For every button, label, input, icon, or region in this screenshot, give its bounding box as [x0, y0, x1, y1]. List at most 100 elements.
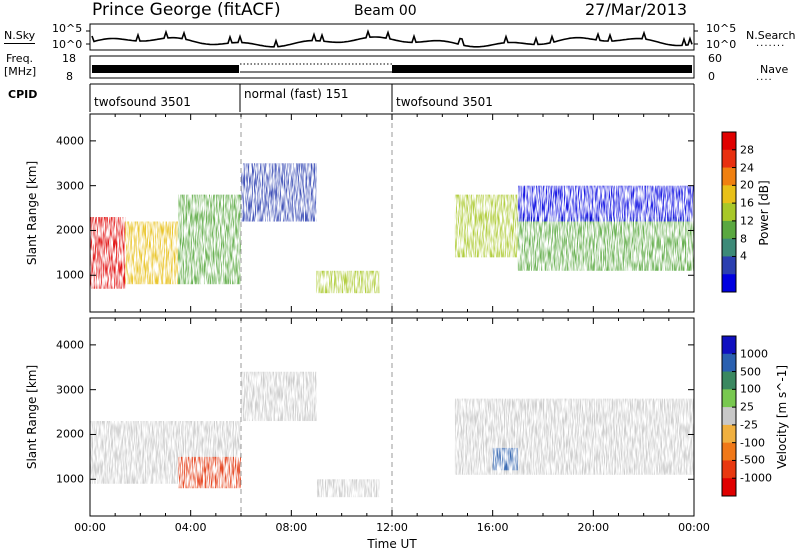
xtick-label: 04:00: [174, 521, 207, 534]
data-region: [316, 479, 380, 498]
nsearch-label: N.Search: [746, 29, 796, 42]
data-region: [241, 163, 317, 222]
nave-tick-high: 60: [708, 52, 722, 65]
colorbar-swatch: [722, 353, 736, 373]
xaxis-label: Time UT: [367, 537, 417, 551]
data-region: [178, 456, 241, 489]
velocity-data: [90, 371, 694, 498]
freq-panel: [89, 55, 695, 79]
colorbar-swatch: [722, 185, 736, 204]
power-ytick-label: 1000: [56, 268, 84, 282]
colorbar-swatch: [722, 167, 736, 186]
power-colorbar-tick-label: 8: [740, 232, 747, 246]
freq-tick-high: 18: [62, 52, 76, 65]
velocity-colorbar-tick-label: -100: [740, 436, 765, 450]
power-data: [90, 163, 694, 294]
power-ytick-label: 4000: [56, 134, 84, 148]
velocity-colorbar-tick-label: 500: [740, 365, 761, 379]
nsky-tick-high: 10^5: [52, 22, 83, 35]
colorbar-swatch: [722, 442, 736, 461]
colorbar-swatch: [722, 149, 736, 169]
colorbar-frame: [721, 131, 737, 293]
power-ytick-label: 2000: [56, 223, 84, 237]
cpid-label: CPID: [8, 88, 38, 101]
velocity-panel: [89, 317, 695, 517]
nsearch-legend-dots: ·······: [756, 41, 786, 52]
freq-tick-low: 8: [66, 70, 73, 83]
colorbar-swatch: [722, 256, 736, 275]
velocity-colorbar-label: Velocity [m s^-1]: [775, 364, 789, 470]
colorbar-swatch: [722, 238, 736, 257]
power-colorbar: [721, 131, 737, 293]
colorbar-swatch: [722, 203, 736, 222]
xtick-label: 12:00: [376, 521, 408, 534]
nsky-label: N.Sky: [4, 29, 36, 44]
nave-legend-dots: ····: [756, 75, 773, 86]
freq-bar-1: [92, 65, 239, 73]
nsky-right-tick-low: 10^0: [706, 38, 737, 51]
power-colorbar-tick-label: 28: [740, 143, 754, 157]
power-colorbar-label: Power [dB]: [757, 180, 771, 246]
data-region: [316, 270, 380, 294]
colorbar-swatch: [722, 478, 736, 497]
velocity-colorbar-tick-label: -1000: [740, 471, 772, 485]
velocity-ylabel: Slant Range [km]: [25, 364, 39, 470]
freq-label: Freq.: [6, 52, 34, 65]
velocity-colorbar-tick-label: 100: [740, 382, 761, 396]
power-colorbar-tick-label: 4: [740, 249, 747, 263]
xtick-label: 00:00: [74, 521, 106, 534]
data-region: [492, 447, 518, 471]
station-title: Prince George (fitACF): [92, 0, 281, 20]
data-region: [125, 221, 179, 285]
nsky-trace: [91, 28, 693, 48]
cpid-panel: [89, 83, 695, 112]
power-panel: [89, 113, 695, 313]
colorbar-swatch: [722, 407, 736, 426]
power-colorbar-tick-label: 20: [740, 178, 754, 192]
xtick-label: 16:00: [476, 521, 509, 534]
power-axes: [89, 114, 695, 312]
power-ytick-label: 3000: [56, 179, 84, 193]
velocity-ytick-label: 1000: [56, 472, 84, 486]
velocity-axes: [89, 318, 695, 516]
nsky-tick-low: 10^0: [52, 38, 83, 51]
colorbar-swatch: [722, 220, 736, 240]
power-colorbar-tick-label: 24: [740, 161, 754, 175]
colorbar-frame: [721, 335, 737, 497]
velocity-colorbar-tick-label: 25: [740, 400, 754, 414]
colorbar-swatch: [722, 132, 736, 151]
data-region: [178, 194, 241, 285]
data-region: [517, 217, 694, 271]
power-ylabel: Slant Range [km]: [25, 160, 39, 266]
velocity-ytick-label: 4000: [56, 338, 84, 352]
velocity-colorbar-tick-label: -500: [740, 453, 765, 467]
colorbar-swatch: [722, 424, 736, 444]
velocity-ytick-label: 3000: [56, 383, 84, 397]
xtick-label: 08:00: [275, 521, 308, 534]
xtick-label: 20:00: [577, 521, 610, 534]
nave-label: Nave: [760, 63, 789, 76]
beam-label: Beam 00: [354, 3, 417, 19]
data-region: [517, 185, 694, 222]
colorbar-swatch: [722, 371, 736, 390]
freq-bar-2: [392, 65, 692, 73]
nave-tick-low: 0: [708, 70, 715, 83]
colorbar-swatch: [722, 460, 736, 479]
cpid-segment-3: twofsound 3501: [396, 95, 493, 109]
data-region: [454, 194, 518, 258]
power-colorbar-tick-label: 16: [740, 196, 754, 210]
data-region: [454, 398, 694, 475]
cpid-segment-1: twofsound 3501: [94, 95, 191, 109]
date-label: 27/Mar/2013: [585, 0, 688, 19]
colorbar-swatch: [722, 336, 736, 355]
xtick-label: 00:00: [678, 521, 710, 534]
nsky-right-tick-high: 10^5: [706, 22, 737, 35]
data-region: [241, 371, 317, 422]
power-colorbar-tick-label: 12: [740, 214, 754, 228]
cpid-segment-2: normal (fast) 151: [244, 87, 349, 101]
freq-unit: [MHz]: [4, 65, 37, 78]
velocity-ytick-label: 2000: [56, 427, 84, 441]
data-region: [90, 217, 126, 289]
velocity-colorbar: [721, 335, 737, 497]
